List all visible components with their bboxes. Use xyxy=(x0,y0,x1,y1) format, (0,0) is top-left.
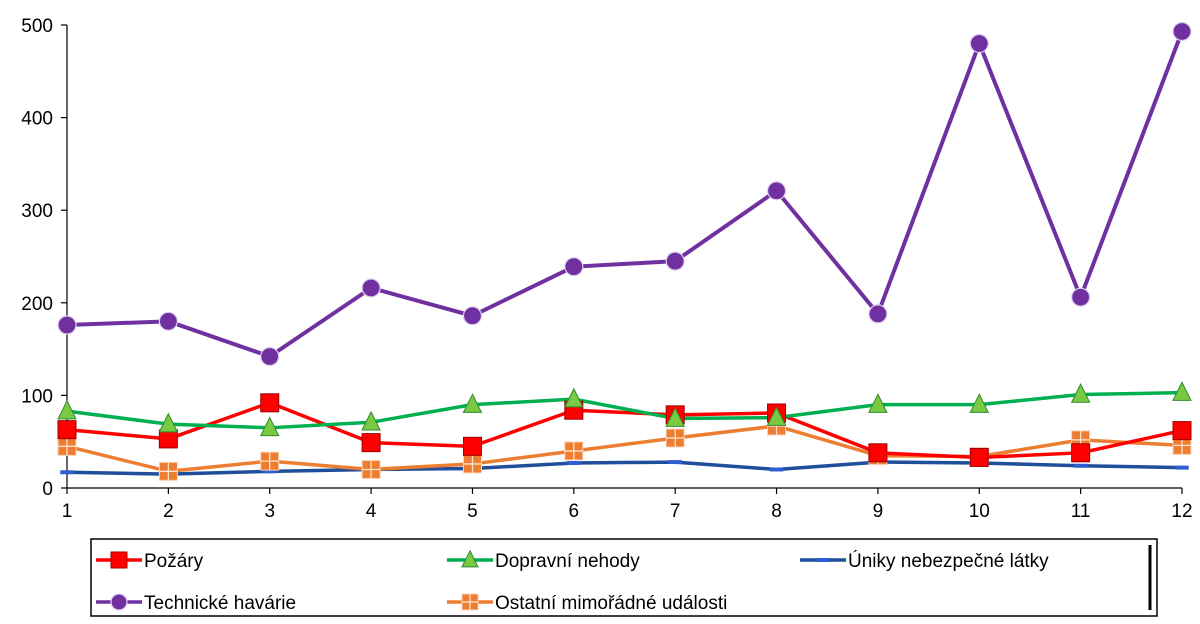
series-3-point xyxy=(361,278,381,298)
y-tick-label: 500 xyxy=(21,16,53,37)
x-tick-label: 10 xyxy=(969,501,990,522)
series-1-point xyxy=(868,393,888,413)
legend-label: Úniky nebezpečné látky xyxy=(848,550,1049,572)
series-line-2 xyxy=(66,460,1183,476)
series-1-point xyxy=(259,416,280,437)
y-tick-label: 0 xyxy=(42,479,53,500)
legend-label: Požáry xyxy=(144,551,204,572)
x-tick-label: 2 xyxy=(163,501,174,522)
series-2-point xyxy=(60,470,74,475)
series-2-point xyxy=(1175,465,1189,470)
series-0-point xyxy=(969,447,989,467)
series-3-point xyxy=(462,306,483,326)
x-tick-label: 9 xyxy=(873,501,884,522)
series-2-point xyxy=(567,460,581,465)
series-3-point xyxy=(868,304,888,324)
series-line-4 xyxy=(66,424,1183,474)
series-2-point xyxy=(769,467,784,472)
legend-label: Ostatní mimořádné události xyxy=(495,593,727,614)
series-0-point xyxy=(1071,443,1091,463)
y-tick-label: 400 xyxy=(21,109,53,130)
series-1-point xyxy=(665,407,685,427)
series-line-3 xyxy=(66,30,1184,359)
x-tick-label: 7 xyxy=(670,501,681,522)
series-1-point xyxy=(1070,383,1091,403)
legend-swatch-marker xyxy=(461,549,479,568)
series-2-point xyxy=(262,469,277,474)
y-tick-label: 200 xyxy=(21,294,53,315)
x-tick-label: 3 xyxy=(264,501,275,522)
series-0-point xyxy=(868,443,888,463)
series-1-point xyxy=(57,399,77,420)
legend: Požáry Dopravní nehody Úniky nebezpečné lá… xyxy=(90,538,1158,617)
series-3-point xyxy=(766,181,787,201)
series-0-point xyxy=(1172,421,1192,441)
legend-label: Technické havárie xyxy=(144,593,296,614)
series-1-point xyxy=(361,410,381,431)
x-tick-label: 4 xyxy=(366,501,377,522)
legend-swatch-marker xyxy=(817,558,829,562)
series-0-point xyxy=(462,436,482,456)
x-tick-label: 12 xyxy=(1171,501,1192,522)
y-tick-label: 100 xyxy=(21,386,53,407)
series-2-point xyxy=(1073,463,1088,468)
legend-label: Dopravní nehody xyxy=(495,551,640,572)
series-1-point xyxy=(1172,381,1192,401)
x-tick-label: 6 xyxy=(569,501,580,522)
series-0-point xyxy=(361,433,381,453)
legend-swatch-marker xyxy=(110,551,128,569)
legend-swatch-marker xyxy=(110,593,128,611)
series-1-point xyxy=(158,412,179,433)
series-3-point xyxy=(57,315,77,335)
series-3-point xyxy=(665,251,685,271)
series-line-0 xyxy=(66,401,1183,460)
series-3-point xyxy=(1071,287,1091,307)
series-2-point xyxy=(668,460,682,465)
legend-box xyxy=(90,538,1158,617)
series-1-point xyxy=(564,387,584,408)
y-tick-label: 300 xyxy=(21,201,53,222)
series-3-point xyxy=(158,311,178,331)
series-3-point xyxy=(260,346,280,367)
x-tick-label: 5 xyxy=(467,501,478,522)
series-3-point xyxy=(564,257,584,277)
series-line-1 xyxy=(66,390,1183,430)
series-1-point xyxy=(462,393,483,413)
x-tick-label: 8 xyxy=(771,501,782,522)
series-markers xyxy=(57,21,1192,481)
series-1-point xyxy=(969,393,990,413)
series-0-point xyxy=(260,393,280,413)
series-3-point xyxy=(969,33,989,54)
series-3-point xyxy=(1172,21,1192,42)
series-1-point xyxy=(766,406,787,426)
series-0-point xyxy=(158,429,178,449)
series-lines xyxy=(66,30,1184,476)
x-tick-label: 1 xyxy=(62,501,73,522)
x-tick-label: 11 xyxy=(1071,501,1091,522)
series-0-point xyxy=(57,420,77,440)
